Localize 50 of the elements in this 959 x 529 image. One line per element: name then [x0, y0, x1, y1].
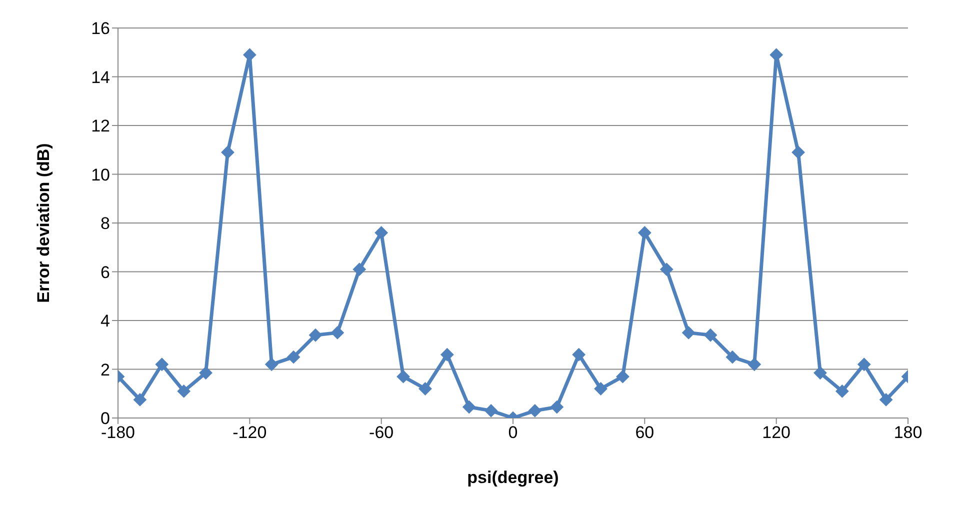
point	[682, 326, 696, 340]
x-tick-label: 180	[894, 423, 922, 442]
point	[462, 400, 476, 414]
point	[265, 358, 278, 371]
point	[221, 146, 234, 159]
point	[484, 404, 498, 418]
point	[309, 328, 322, 342]
point	[287, 350, 300, 364]
point	[199, 366, 212, 380]
x-tick-label: -120	[232, 423, 267, 442]
point	[440, 348, 454, 362]
y-tick-label: 4	[100, 312, 110, 331]
point	[418, 382, 432, 396]
point	[396, 370, 410, 384]
point	[528, 404, 542, 418]
point	[726, 350, 739, 364]
x-tick-label: 60	[635, 423, 654, 442]
y-tick-label: 6	[100, 262, 110, 282]
y-tick-label: 16	[91, 19, 110, 38]
point	[638, 226, 652, 240]
point	[330, 326, 344, 340]
y-tick-label: 12	[91, 116, 110, 136]
point	[792, 146, 805, 159]
point	[704, 328, 717, 342]
point	[177, 384, 190, 398]
y-tick-label: 8	[100, 214, 110, 234]
point	[616, 370, 630, 384]
x-axis-title: psi(degree)	[467, 468, 559, 487]
x-tick-label: 120	[762, 423, 791, 442]
x-tick-label: -60	[369, 423, 394, 442]
y-tick-label: 2	[100, 360, 110, 380]
point	[660, 262, 674, 276]
y-tick-label: 10	[91, 165, 110, 184]
point	[243, 48, 256, 62]
point	[352, 262, 366, 276]
point	[133, 393, 146, 406]
y-axis-title: Error deviation (dB)	[34, 143, 54, 303]
y-tick-label: 14	[91, 68, 110, 87]
point	[374, 226, 388, 240]
point	[814, 366, 827, 380]
point	[155, 358, 168, 371]
point	[748, 358, 761, 371]
point	[770, 48, 783, 62]
point	[858, 358, 871, 371]
point	[550, 400, 564, 414]
point	[836, 384, 849, 398]
x-tick-label: 0	[508, 423, 518, 442]
point	[594, 382, 608, 396]
point	[880, 393, 893, 406]
point	[572, 348, 586, 362]
